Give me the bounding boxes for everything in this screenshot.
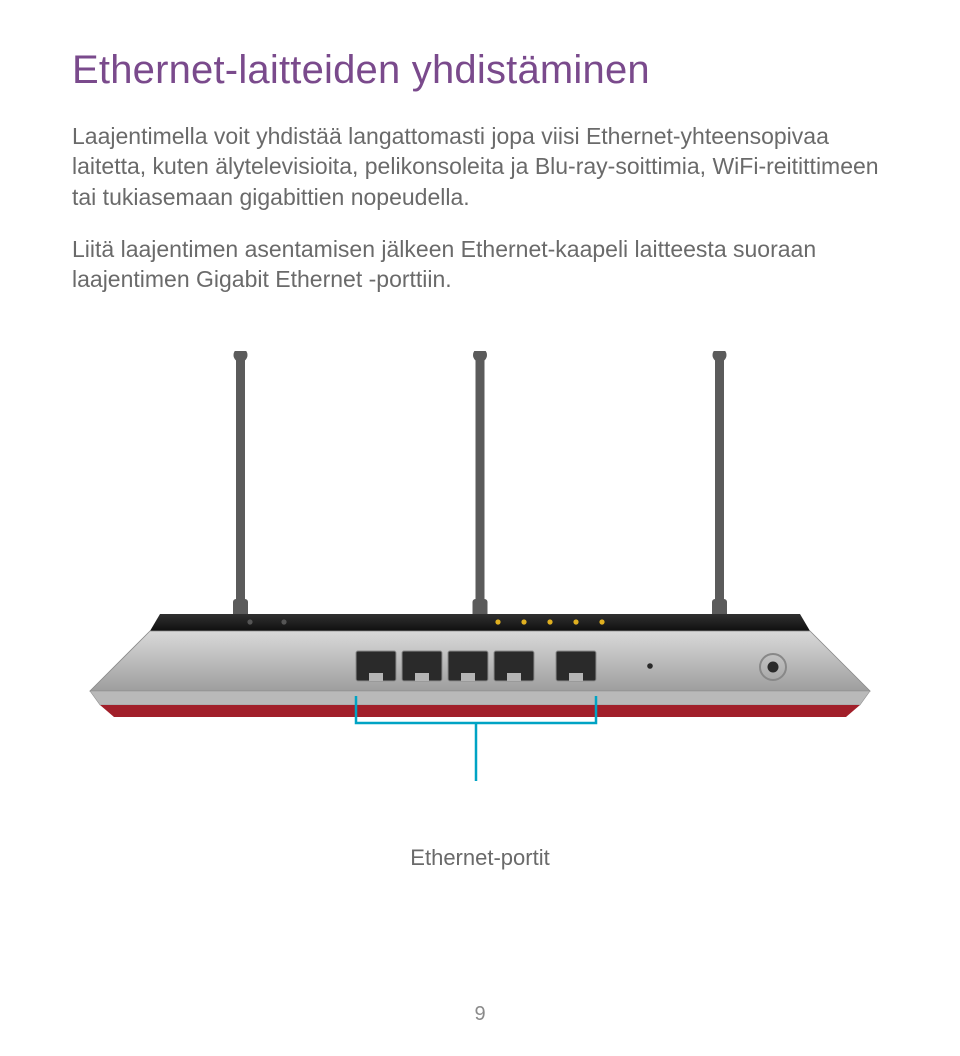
step-paragraph: Liitä laajentimen asentamisen jälkeen Et… xyxy=(72,234,888,295)
router-rear-illustration xyxy=(70,351,890,831)
ethernet-ports xyxy=(356,651,596,681)
device-figure: Ethernet-portit xyxy=(72,351,888,871)
intro-paragraph: Laajentimella voit yhdistää langattomast… xyxy=(72,121,888,212)
antennas xyxy=(233,351,727,621)
reset-hole-icon xyxy=(647,663,653,669)
router-chassis xyxy=(90,614,870,717)
ethernet-ports-label: Ethernet-portit xyxy=(410,845,549,871)
page-number: 9 xyxy=(0,1003,960,1026)
page-title: Ethernet-laitteiden yhdistäminen xyxy=(72,48,888,93)
